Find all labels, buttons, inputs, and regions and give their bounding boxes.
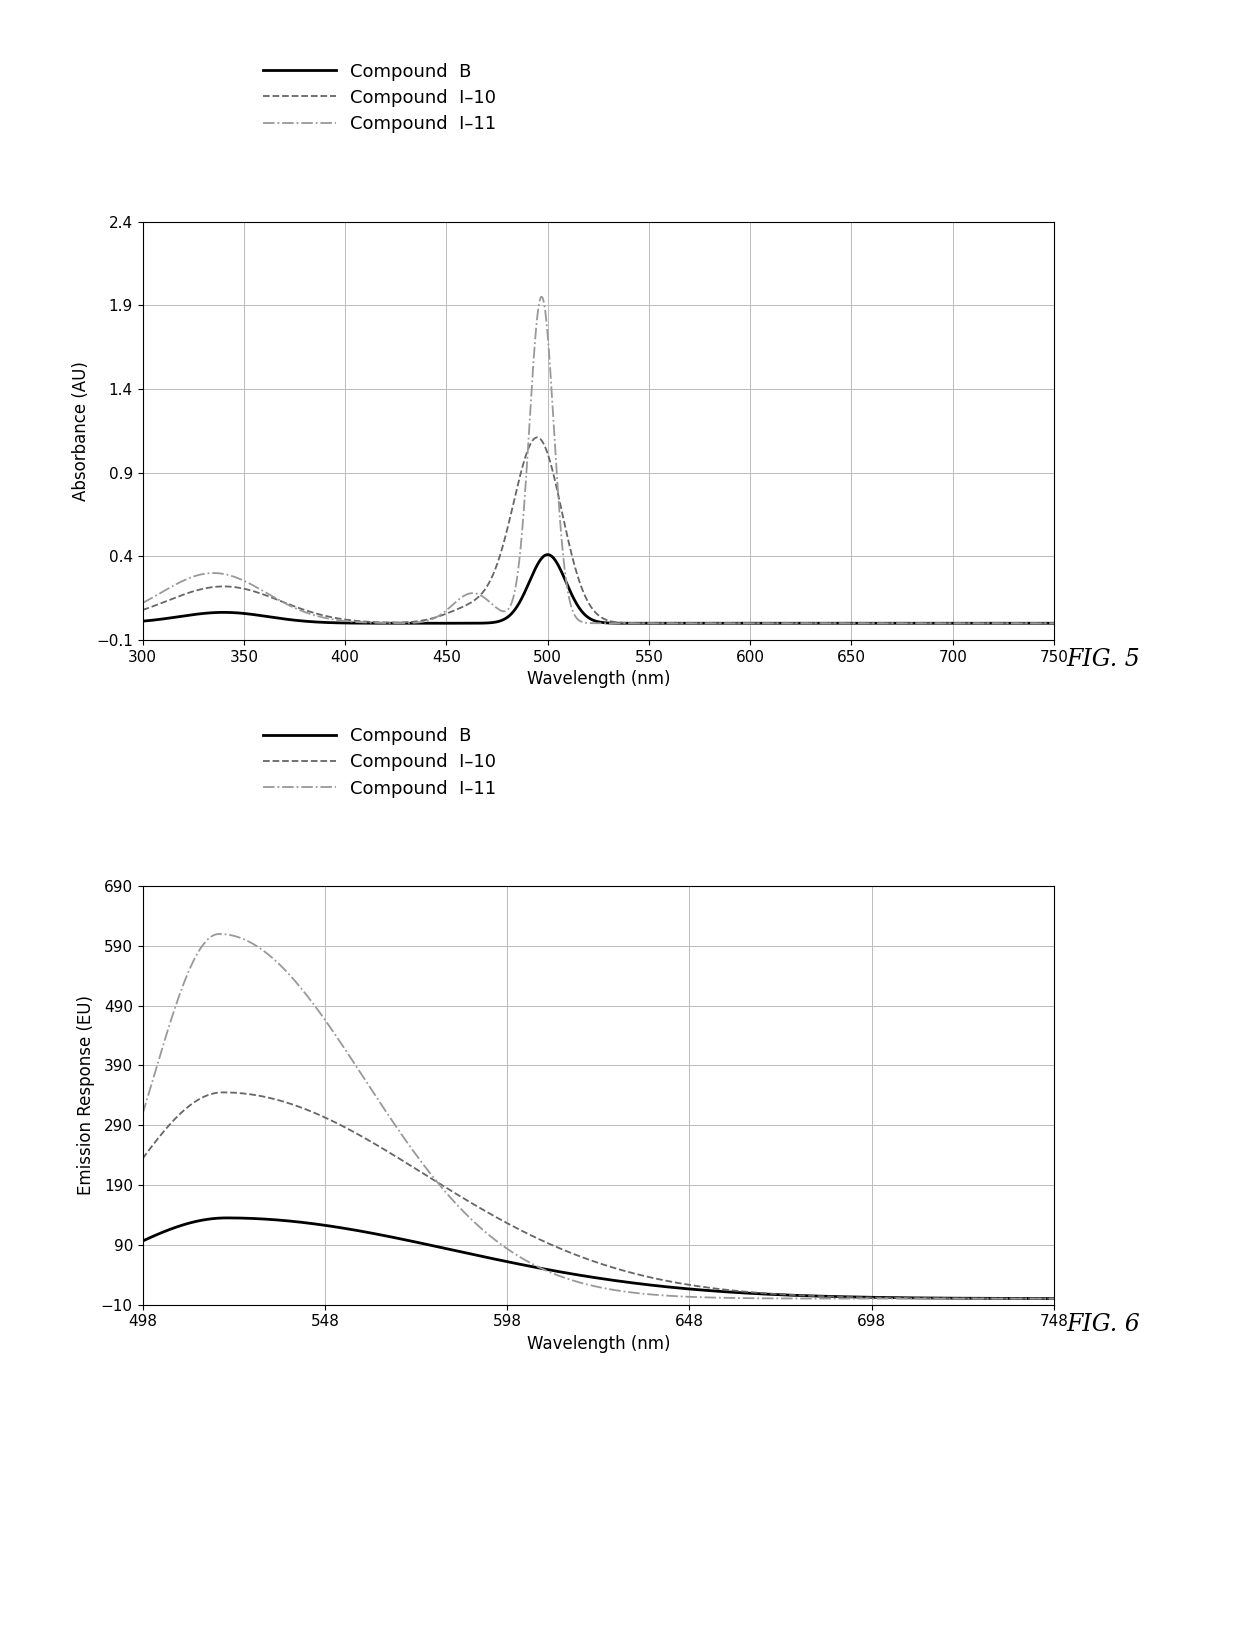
Y-axis label: Absorbance (AU): Absorbance (AU) bbox=[72, 361, 91, 501]
X-axis label: Wavelength (nm): Wavelength (nm) bbox=[527, 1334, 670, 1352]
Text: FIG. 5: FIG. 5 bbox=[1066, 648, 1140, 671]
Y-axis label: Emission Response (EU): Emission Response (EU) bbox=[77, 996, 95, 1195]
X-axis label: Wavelength (nm): Wavelength (nm) bbox=[527, 670, 670, 688]
Legend: Compound  B, Compound  I–10, Compound  I–11: Compound B, Compound I–10, Compound I–11 bbox=[257, 720, 503, 804]
Legend: Compound  B, Compound  I–10, Compound  I–11: Compound B, Compound I–10, Compound I–11 bbox=[257, 56, 503, 139]
Text: FIG. 6: FIG. 6 bbox=[1066, 1313, 1140, 1336]
